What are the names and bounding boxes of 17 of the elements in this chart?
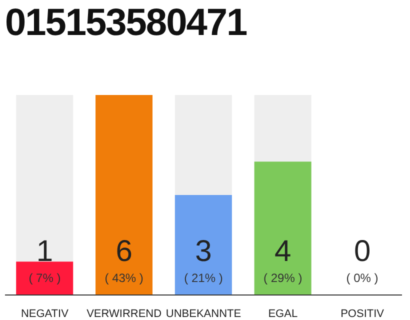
data-label: 1 [36,235,54,268]
data-label: 6 [116,235,132,268]
annotation: ( 0% ) [346,271,378,285]
x-tick-label: NEGATIV [20,308,70,320]
x-tick-label: EGAL [268,308,298,320]
x-tick-label: UNBEKANNTE [166,308,242,320]
x-tick-label: POSITIV [340,308,385,320]
data-label: 0 [354,235,371,268]
data-label: 3 [195,235,212,268]
annotation: ( 7% ) [28,271,61,285]
annotation: ( 21% ) [184,271,223,285]
chart-title: 015153580471 [5,2,247,45]
annotation: ( 43% ) [104,271,144,285]
data-label: 4 [274,235,292,268]
bar [16,262,74,295]
annotation: ( 29% ) [264,271,302,285]
x-tick-label: VERWIRREND [86,308,162,320]
